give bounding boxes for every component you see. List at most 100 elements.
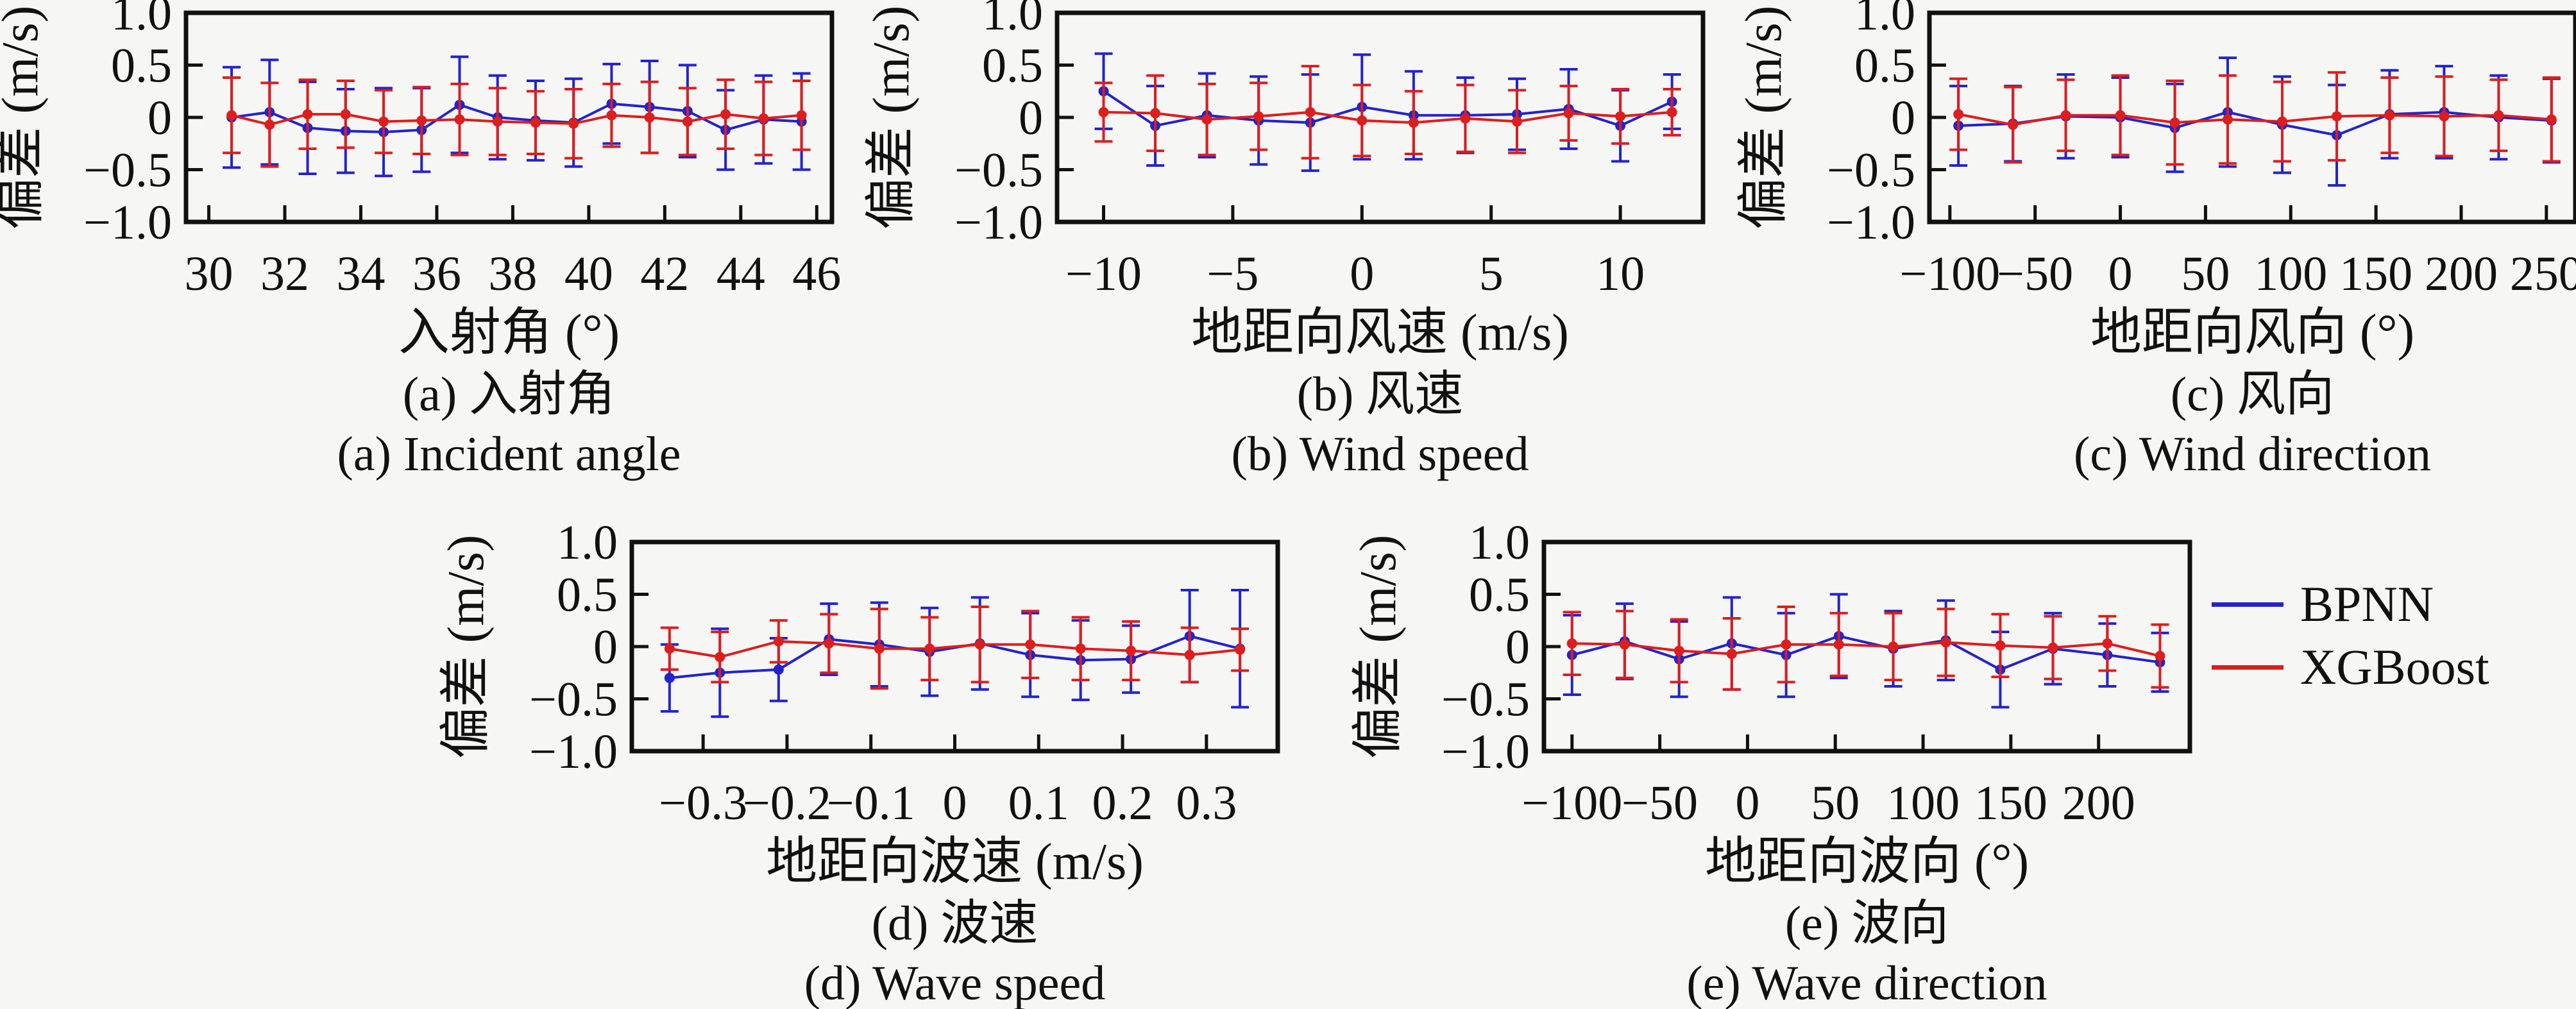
- legend-item-xgboost: XGBoost: [2212, 636, 2489, 699]
- bpnn-line-swatch: [2212, 602, 2284, 607]
- x-tick-label: 0.1: [1008, 776, 1069, 830]
- x-tick-label: 100: [1886, 776, 1960, 830]
- y-axis-label: 偏差 (m/s): [0, 6, 49, 230]
- y-tick-label: −0.5: [954, 144, 1043, 198]
- x-tick-label: 42: [640, 247, 689, 301]
- panel-wave-direction: −100 −50 0 50 100 150 200 1.0 0.5 0 −0.5 −1.0 地距向波向 …: [1350, 516, 2211, 1009]
- y-tick-label: 0.5: [1854, 39, 1915, 93]
- x-tick-label: 0.2: [1092, 776, 1153, 830]
- x-tick-label: −50: [1622, 776, 1698, 830]
- x-axis-label: 地距向波向 (°): [1705, 834, 2029, 890]
- y-tick-label: 1.0: [982, 0, 1043, 40]
- y-tick-label: −0.5: [83, 144, 172, 198]
- xgboost-line-swatch: [2212, 665, 2284, 670]
- caption-zh-d: (d) 波速: [871, 897, 1038, 951]
- chart-incident-angle: 30 32 34 36 38 40 42 44 46 1.00.50−0.5−1.0 入射角 (°)…: [0, 0, 841, 361]
- x-tick-label: 5: [1479, 247, 1504, 301]
- x-tick-label: 40: [564, 247, 613, 301]
- series-bpnn: [1563, 593, 2169, 709]
- x-tick-label: 46: [792, 247, 841, 301]
- y-tick-label: −0.5: [529, 673, 618, 727]
- caption-en-a: (a) Incident angle: [337, 427, 681, 481]
- legend-label-bpnn: BPNN: [2300, 576, 2434, 632]
- x-tick-label: 0: [943, 776, 967, 830]
- panel-wave-speed: −0.3 −0.2 −0.1 0 0.1 0.2 0.3 1.0 0.5 0 −0.5 −1.0 地距向…: [438, 516, 1299, 1009]
- legend-label-xgboost: XGBoost: [2300, 639, 2489, 695]
- x-tick-label: 32: [260, 247, 309, 301]
- x-tick-label: −0.1: [827, 776, 915, 830]
- y-tick-label: −1.0: [1441, 725, 1530, 779]
- y-tick-label: 0: [593, 620, 618, 674]
- series-xgboost: [1563, 606, 2169, 691]
- x-axis-label: 地距向风向 (°): [2090, 305, 2414, 361]
- x-tick-label: −100: [1521, 776, 1622, 830]
- y-axis-label: 偏差 (m/s): [1736, 6, 1792, 230]
- chart-wind-direction: −100−50 0 50 100 150 200 2501.00.50−0.5−1.0地距向…: [1736, 0, 2576, 361]
- y-axis-label: 偏差 (m/s): [863, 6, 920, 230]
- caption-en-c: (c) Wind direction: [2074, 427, 2431, 481]
- caption-zh-e: (e) 波向: [1784, 897, 1949, 951]
- panel-wind-direction: −100 −50 0 50 100 150 200 250 1.0 0.5 0 −0.5 −1.0 地距向…: [1736, 0, 2576, 488]
- series-xgboost: [1094, 65, 1681, 160]
- x-tick-label: 36: [412, 247, 461, 301]
- legend: BPNN XGBoost: [2212, 573, 2489, 699]
- y-tick-label: 1.0: [557, 516, 618, 570]
- y-tick-label: 0.5: [111, 39, 172, 93]
- y-tick-label: −1.0: [954, 196, 1043, 250]
- x-tick-label: 100: [2254, 247, 2327, 301]
- series-xgboost: [660, 606, 1250, 690]
- y-tick-label: 0: [1505, 620, 1530, 674]
- y-tick-label: −1.0: [1827, 196, 1915, 250]
- x-tick-label: −0.3: [659, 776, 747, 830]
- caption-zh-a: (a) 入射角: [402, 368, 616, 421]
- x-tick-label: 0: [2108, 247, 2133, 301]
- panel-incident-angle: 30 32 34 36 38 40 42 44 46 1.0 0.5 0 −0.5 −1.0 入射角 (°)…: [0, 0, 853, 488]
- x-tick-label: 0: [1735, 776, 1759, 830]
- y-tick-label: −0.5: [1441, 673, 1530, 727]
- caption-zh-b: (b) 风速: [1296, 368, 1464, 421]
- x-tick-label: 50: [1811, 776, 1860, 830]
- series-bpnn: [1094, 52, 1681, 173]
- x-tick-label: 0.3: [1176, 776, 1237, 830]
- series-xgboost: [223, 76, 811, 168]
- y-axis-label: 偏差 (m/s): [1350, 535, 1407, 759]
- caption-en-e: (e) Wave direction: [1686, 956, 2047, 1009]
- x-tick-label: 10: [1596, 247, 1645, 301]
- x-tick-label: 250: [2510, 247, 2576, 301]
- y-tick-label: 1.0: [1854, 0, 1915, 40]
- x-tick-label: −100: [1899, 247, 2000, 301]
- y-tick-label: 1.0: [111, 0, 172, 40]
- x-tick-label: 34: [336, 247, 385, 301]
- y-tick-label: 0: [1019, 91, 1043, 145]
- x-axis-label: 地距向波速 (m/s): [766, 834, 1144, 890]
- x-tick-label: 50: [2181, 247, 2230, 301]
- y-tick-label: 0: [148, 91, 172, 145]
- x-tick-label: −5: [1207, 247, 1258, 301]
- x-tick-label: 0: [1350, 247, 1374, 301]
- x-tick-label: 44: [716, 247, 765, 301]
- caption-en-b: (b) Wind speed: [1231, 427, 1529, 481]
- y-tick-label: 0.5: [557, 568, 618, 622]
- chart-wave-direction: −100−50 0 50 100 150 2001.00.50−0.5−1.0地距向波向 …: [1350, 516, 2192, 890]
- y-tick-label: −0.5: [1827, 144, 1915, 198]
- x-tick-label: −10: [1065, 247, 1142, 301]
- x-tick-label: 150: [1974, 776, 2047, 830]
- chart-wave-speed: −0.3−0.2−0.1 0 0.1 0.2 0.31.00.50−0.5−1.0地距向…: [438, 516, 1280, 890]
- y-axis-label: 偏差 (m/s): [438, 535, 495, 759]
- x-tick-label: 30: [185, 247, 233, 301]
- caption-zh-c: (c) 风向: [2170, 368, 2335, 421]
- y-tick-label: −1.0: [529, 725, 618, 779]
- x-axis-label: 地距向风速 (m/s): [1191, 305, 1569, 361]
- y-tick-label: 0: [1891, 91, 1915, 145]
- x-tick-label: −50: [1997, 247, 2073, 301]
- x-axis-label: 入射角 (°): [398, 305, 620, 361]
- panel-wind-speed: −10 −5 0 5 10 1.0 0.5 0 −0.5 −1.0 地距向风速 (m/s) 偏差 (m…: [863, 0, 1724, 488]
- legend-item-bpnn: BPNN: [2212, 573, 2489, 636]
- y-tick-label: 1.0: [1469, 516, 1530, 570]
- x-tick-label: 200: [2425, 247, 2498, 301]
- y-tick-label: 0.5: [982, 39, 1043, 93]
- x-tick-label: −0.2: [743, 776, 831, 830]
- series-xgboost: [1949, 71, 2561, 166]
